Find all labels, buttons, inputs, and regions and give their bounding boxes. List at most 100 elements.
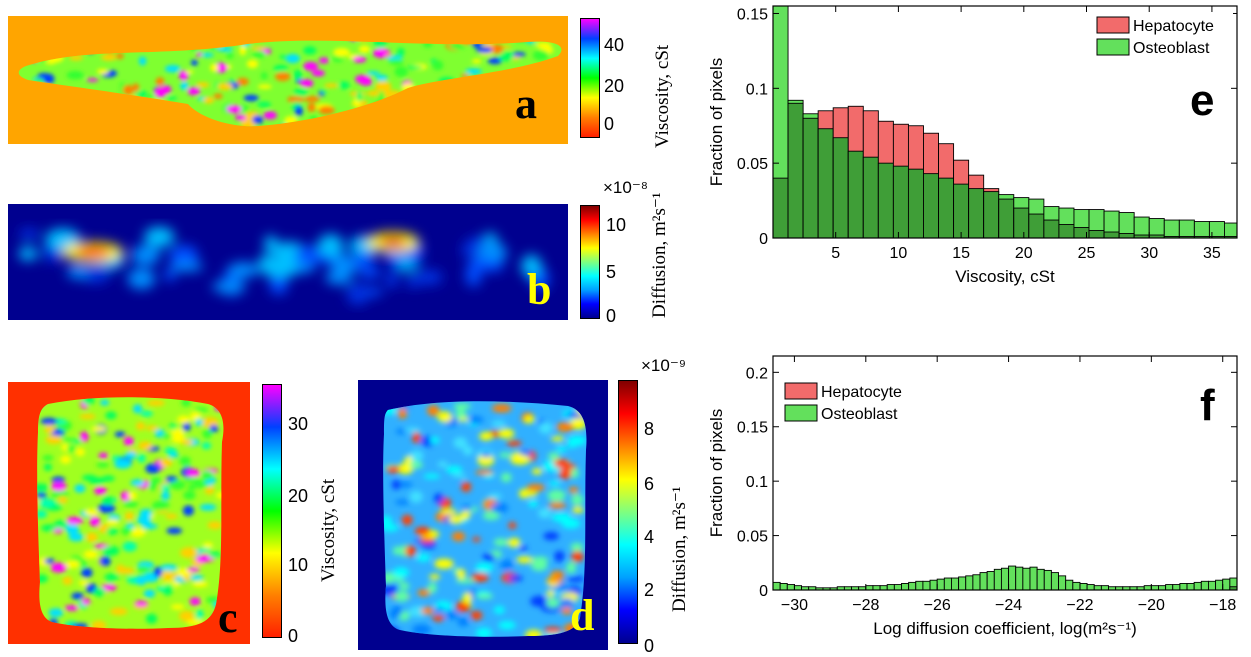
texture-blob xyxy=(551,436,565,441)
bar-osteoblast xyxy=(1073,582,1080,590)
texture-blob xyxy=(552,513,571,522)
bar-osteoblast xyxy=(1066,580,1073,590)
texture-blob xyxy=(41,418,58,425)
texture-blob xyxy=(19,229,39,240)
texture-blob xyxy=(524,415,535,423)
y-tick-label: 0 xyxy=(759,231,768,248)
texture-blob xyxy=(470,611,482,620)
bar-osteoblast xyxy=(878,163,893,238)
viscosity-map-a xyxy=(8,16,568,144)
texture-blob xyxy=(128,268,156,289)
texture-blob xyxy=(125,451,137,459)
texture-blob xyxy=(417,589,430,596)
texture-blob xyxy=(516,556,533,563)
texture-blob xyxy=(180,547,198,558)
bar-hepatocyte xyxy=(1029,214,1044,238)
texture-blob xyxy=(252,115,263,124)
colorbar-d-tick: 4 xyxy=(644,527,654,548)
texture-blob xyxy=(528,500,537,507)
texture-blob xyxy=(187,469,201,477)
texture-blob xyxy=(67,71,84,79)
bar-osteoblast xyxy=(1044,570,1051,590)
bar-osteoblast xyxy=(1201,581,1208,590)
texture-blob xyxy=(465,69,482,75)
texture-blob xyxy=(71,593,84,600)
bar-hepatocyte xyxy=(1014,208,1029,238)
texture-blob xyxy=(446,466,463,474)
texture-blob xyxy=(67,444,76,452)
bar-osteoblast xyxy=(794,586,801,590)
texture-blob xyxy=(228,262,259,277)
texture-blob xyxy=(472,537,480,542)
bar-osteoblast xyxy=(780,583,787,590)
legend-swatch xyxy=(785,405,817,421)
legend-swatch xyxy=(785,383,817,399)
texture-blob xyxy=(161,484,170,492)
texture-blob xyxy=(100,400,109,406)
texture-blob xyxy=(153,228,166,246)
colorbar-a xyxy=(580,18,600,138)
colorbar-c-tick: 20 xyxy=(288,486,308,507)
x-tick-label: −26 xyxy=(924,597,951,614)
texture-blob xyxy=(263,111,277,119)
colorbar-a-tick: 40 xyxy=(604,35,624,56)
texture-blob xyxy=(200,53,214,57)
bar-hepatocyte xyxy=(1044,220,1059,238)
texture-blob xyxy=(60,455,71,463)
x-tick-label: 20 xyxy=(1015,245,1033,262)
bar-hepatocyte xyxy=(1244,581,1251,590)
x-tick-label: −22 xyxy=(1066,597,1093,614)
texture-blob xyxy=(392,605,403,616)
texture-blob xyxy=(556,446,568,452)
texture-blob xyxy=(548,502,566,508)
texture-blob xyxy=(559,469,572,479)
texture-blob xyxy=(556,422,573,432)
texture-blob xyxy=(99,556,110,566)
texture-blob xyxy=(180,81,188,90)
texture-blob xyxy=(160,564,178,571)
bar-osteoblast xyxy=(866,586,873,590)
texture-blob xyxy=(84,550,98,558)
texture-blob xyxy=(96,462,109,467)
texture-blob xyxy=(543,532,559,540)
legend-swatch xyxy=(1097,39,1129,55)
bar-osteoblast xyxy=(944,578,951,590)
texture-blob xyxy=(461,482,471,492)
texture-blob xyxy=(393,567,409,577)
texture-blob xyxy=(264,235,277,253)
texture-blob xyxy=(526,484,545,491)
bar-osteoblast xyxy=(880,586,887,590)
texture-blob xyxy=(90,516,101,527)
bar-osteoblast xyxy=(1180,583,1187,590)
texture-blob xyxy=(429,574,440,580)
texture-blob xyxy=(203,97,214,104)
x-axis-label: Log diffusion coefficient, log(m²s⁻¹) xyxy=(873,619,1136,638)
texture-blob xyxy=(156,77,165,86)
texture-blob xyxy=(263,258,298,278)
texture-blob xyxy=(453,403,471,409)
texture-blob xyxy=(396,429,406,435)
texture-blob xyxy=(395,499,409,505)
texture-blob xyxy=(44,425,54,434)
bar-osteoblast xyxy=(916,581,923,590)
colorbar-c-tick: 0 xyxy=(288,626,298,647)
bar-osteoblast xyxy=(1164,220,1179,238)
bar-osteoblast xyxy=(787,585,794,590)
y-tick-label: 0.1 xyxy=(746,474,768,491)
texture-blob xyxy=(456,578,475,583)
texture-blob xyxy=(86,532,98,542)
texture-blob xyxy=(508,538,520,548)
colorbar-a-label: Viscosity, cSt xyxy=(652,45,674,148)
texture-blob xyxy=(84,509,98,516)
bar-osteoblast xyxy=(893,166,908,238)
colorbar-a-tick: 20 xyxy=(604,76,624,97)
texture-blob xyxy=(183,505,194,516)
texture-blob xyxy=(144,589,155,597)
texture-blob xyxy=(432,615,444,622)
bar-osteoblast xyxy=(908,169,923,238)
bar-osteoblast xyxy=(1223,579,1230,590)
texture-blob xyxy=(312,70,325,77)
texture-blob xyxy=(200,504,217,511)
texture-blob xyxy=(152,501,170,511)
texture-blob xyxy=(325,270,352,285)
